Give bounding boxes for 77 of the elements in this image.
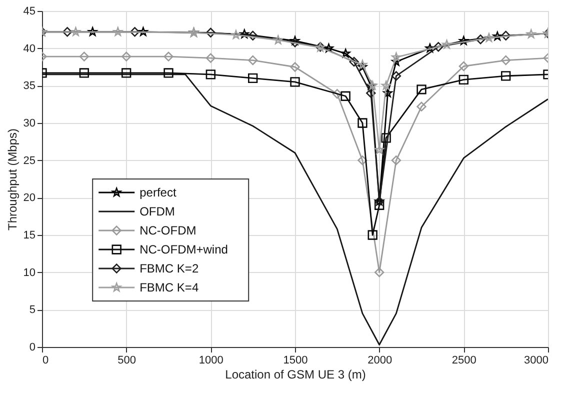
point <box>240 29 250 38</box>
legend-label: OFDM <box>140 204 175 218</box>
point <box>164 68 174 78</box>
y-tick-label: 15 <box>23 230 36 242</box>
point <box>358 156 368 166</box>
point <box>206 53 216 63</box>
x-axis-title: Location of GSM UE 3 (m) <box>225 368 366 382</box>
legend-label: FBMC K=2 <box>140 262 199 276</box>
point <box>79 52 89 62</box>
point <box>79 68 89 78</box>
y-tick-label: 10 <box>23 266 36 279</box>
point <box>458 61 468 72</box>
point <box>416 84 426 94</box>
legend-label: perfect <box>140 186 177 200</box>
point <box>206 28 216 38</box>
x-tick-label: 3000 <box>524 354 548 366</box>
point <box>501 71 511 81</box>
point <box>434 42 444 52</box>
y-axis-title: Throughput (Mbps) <box>5 128 20 231</box>
point <box>501 55 511 66</box>
x-tick-label: 500 <box>118 354 136 366</box>
legend-label: NC-OFDM <box>140 224 196 238</box>
point <box>381 80 391 90</box>
point <box>366 88 376 98</box>
point <box>248 30 258 40</box>
point <box>122 68 132 78</box>
legend-label: FBMC K=4 <box>140 280 199 294</box>
point <box>62 27 72 37</box>
point <box>122 52 132 62</box>
point <box>130 27 140 37</box>
y-tick-label: 25 <box>23 154 36 167</box>
point <box>358 60 368 69</box>
x-tick-label: 1500 <box>283 354 308 366</box>
point <box>425 44 435 52</box>
x-tick-label: 2500 <box>452 354 476 366</box>
point <box>164 52 174 62</box>
point <box>290 62 300 72</box>
point <box>501 30 511 40</box>
point <box>340 91 350 101</box>
point <box>368 230 378 240</box>
y-tick-label: 45 <box>23 6 36 18</box>
point <box>358 118 368 128</box>
point <box>88 27 98 36</box>
point <box>332 89 342 99</box>
point <box>290 38 300 48</box>
point <box>392 52 401 62</box>
legend-label: NC-OFDM+wind <box>140 242 228 256</box>
point <box>383 88 392 98</box>
point <box>381 133 391 143</box>
point <box>476 34 486 44</box>
x-tick-label: 1000 <box>198 354 224 366</box>
point <box>391 156 402 166</box>
point <box>492 32 502 40</box>
point <box>113 27 123 36</box>
point <box>358 62 368 72</box>
point <box>231 30 241 39</box>
point <box>248 55 258 66</box>
x-tick-label: 0 <box>42 354 49 366</box>
y-tick-label: 0 <box>29 342 36 354</box>
point <box>391 71 402 81</box>
point <box>416 102 426 112</box>
point <box>290 36 300 45</box>
point <box>442 40 452 49</box>
point <box>340 48 350 58</box>
point <box>206 70 216 80</box>
y-tick-label: 35 <box>23 80 36 92</box>
point <box>374 268 384 278</box>
y-tick-label: 20 <box>23 192 36 204</box>
y-tick-label: 5 <box>29 304 36 316</box>
point <box>484 33 494 42</box>
point <box>458 74 468 85</box>
y-tick-label: 30 <box>23 118 36 130</box>
x-tick-label: 2000 <box>368 354 392 366</box>
point <box>248 73 258 84</box>
y-tick-label: 40 <box>23 42 36 55</box>
point <box>349 56 359 67</box>
point <box>290 77 300 87</box>
